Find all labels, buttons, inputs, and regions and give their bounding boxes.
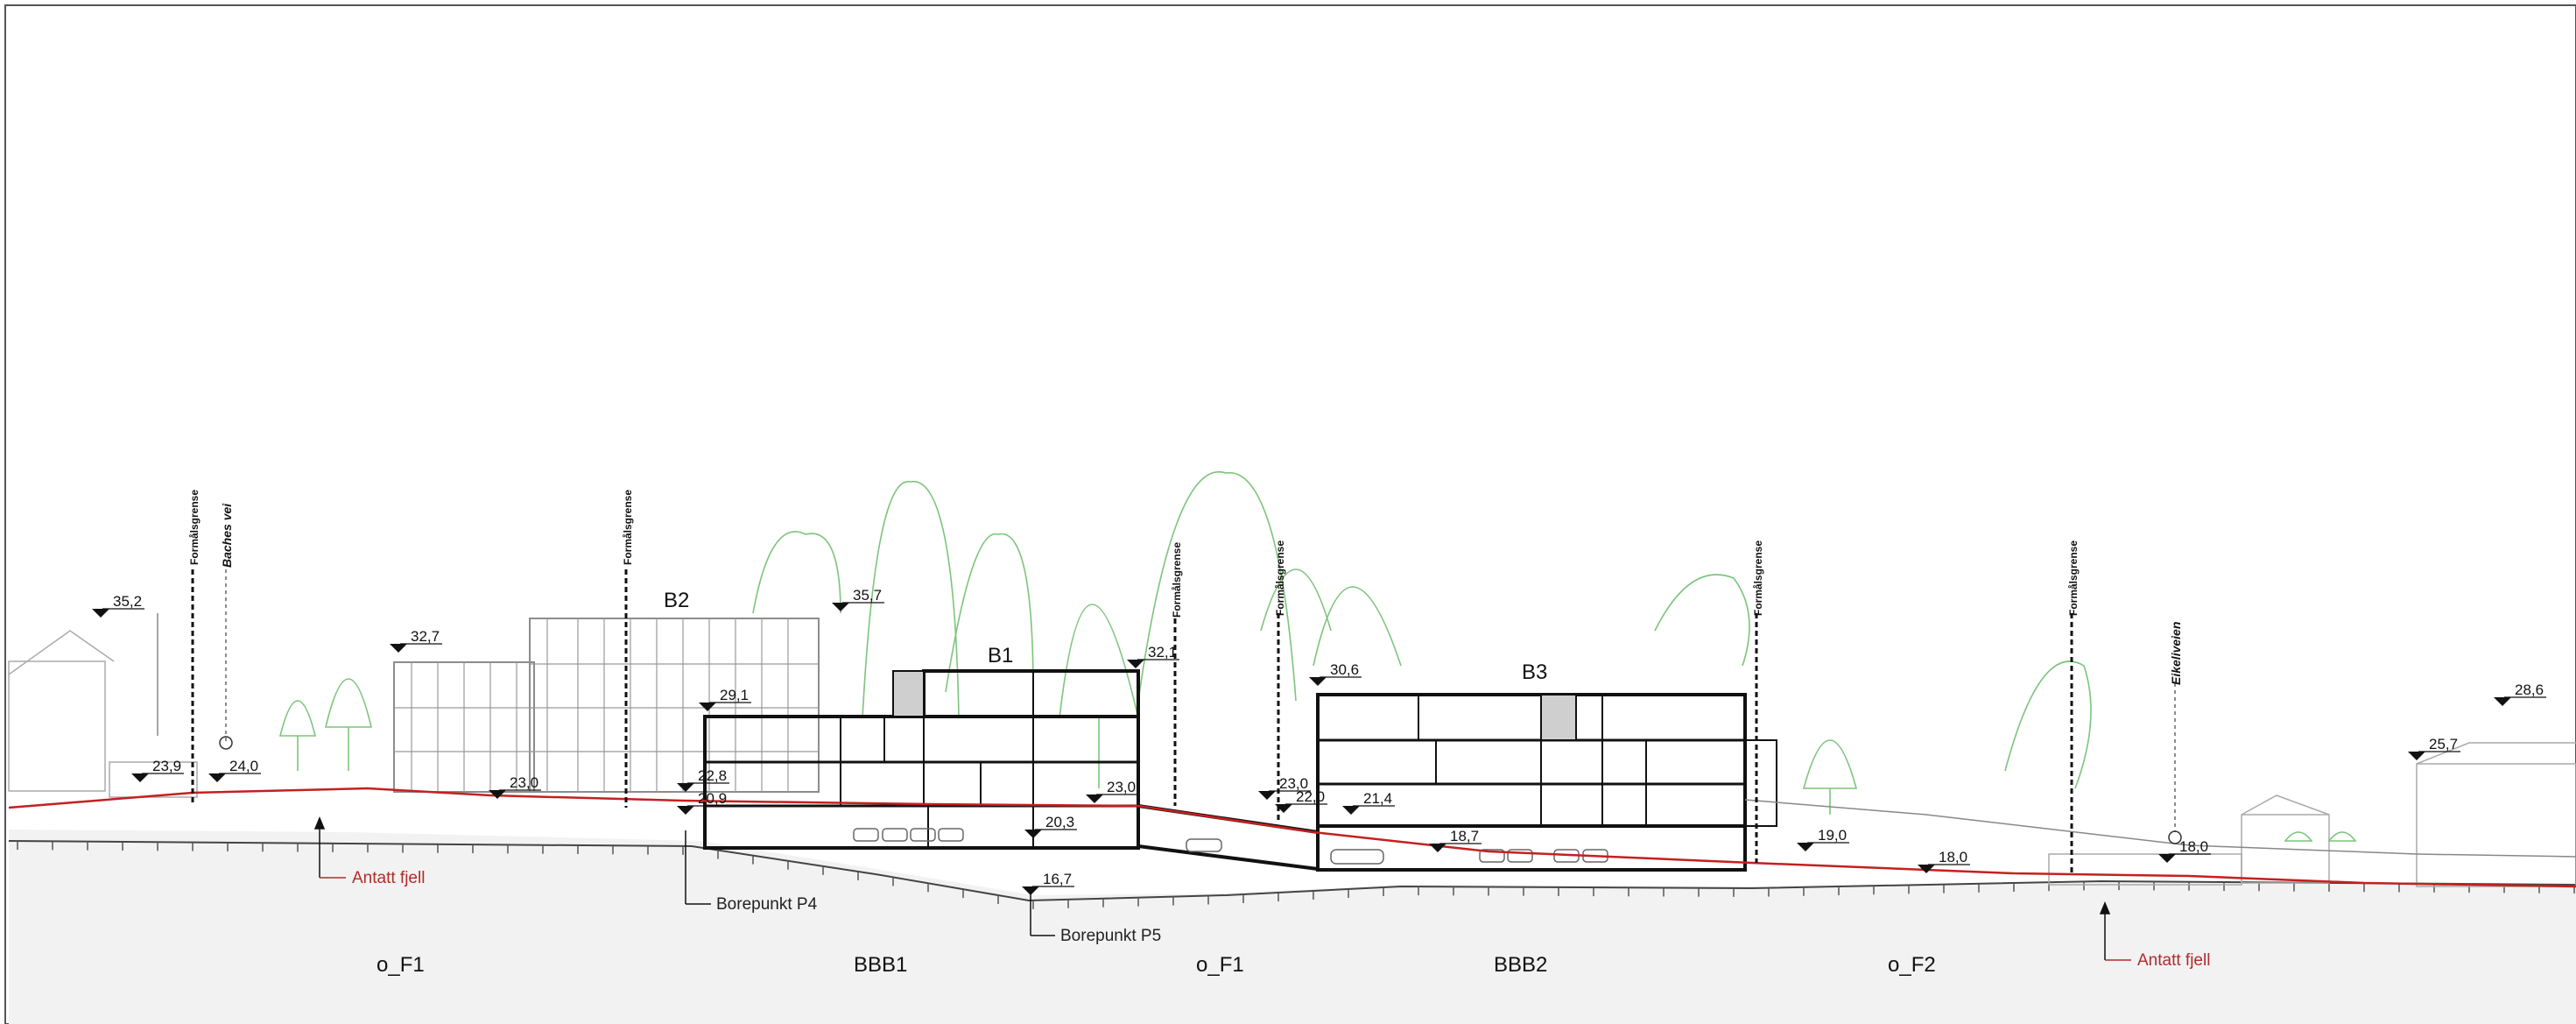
level-marker-triangle [2408, 752, 2425, 760]
borepunkt-p4-label: Borepunkt P4 [716, 895, 818, 914]
boundary-label: Formålsgrense [2067, 540, 2080, 616]
level-marker-label: 22,8 [698, 767, 727, 784]
boundary-label: Formålsgrense [622, 490, 634, 565]
level-marker-triangle [1127, 660, 1144, 668]
background-buildings-right [2048, 742, 2576, 887]
boundary-lines [191, 569, 2073, 874]
level-marker-label: 32,7 [411, 628, 440, 645]
level-marker-triangle [1275, 804, 1292, 813]
level-marker-triangle [1918, 865, 1935, 873]
level-marker-label: 22,0 [1296, 788, 1325, 805]
rock-line [8, 840, 2576, 902]
level-marker-triangle [2158, 854, 2176, 863]
level-marker-triangle [1024, 830, 1042, 838]
level-marker-label: 23,0 [1279, 775, 1308, 792]
level-marker-label: 28,6 [2515, 681, 2544, 698]
zone-label: o_F1 [377, 953, 425, 977]
level-marker-triangle [131, 773, 149, 782]
road-label-baches: Baches vei [220, 503, 234, 568]
level-marker-label: 20,3 [1045, 814, 1074, 830]
building-b2-elevation [393, 618, 820, 793]
level-marker-triangle [2494, 697, 2511, 706]
road-marker-baches [219, 736, 233, 750]
level-marker-label: 23,0 [1107, 779, 1136, 795]
level-marker-label: 21,4 [1363, 790, 1392, 807]
level-marker-label: 20,9 [698, 790, 727, 807]
level-marker-label: 24,0 [229, 758, 258, 774]
ground-line [1744, 799, 2576, 858]
level-marker-triangle [1342, 806, 1360, 815]
level-marker-label: 18,0 [1939, 849, 1967, 865]
level-markers: 35,2 32,7 23,9 24,0 23,0 29,1 22,8 20,9 35,7 20,3… [92, 587, 2546, 895]
level-marker-triangle [699, 703, 716, 711]
zone-label: o_F2 [1888, 953, 1936, 977]
level-marker-triangle [489, 790, 506, 799]
boundary-label: Formålsgrense [1171, 542, 1183, 618]
level-marker-triangle [208, 773, 226, 782]
level-marker-triangle [1258, 791, 1276, 800]
level-marker-label: 16,7 [1043, 871, 1072, 887]
borepunkt-p5-label: Borepunkt P5 [1060, 927, 1161, 945]
building-b1-section [703, 669, 1140, 850]
antatt-fjell-left-marker [313, 816, 346, 879]
level-marker-label: 32,1 [1148, 644, 1177, 660]
zone-label: o_F1 [1196, 953, 1244, 977]
level-marker-label: 30,6 [1330, 661, 1359, 678]
building-label-b1: B1 [988, 644, 1013, 667]
level-marker-triangle [1309, 677, 1327, 686]
level-marker-triangle [1429, 844, 1446, 852]
level-marker-label: 35,2 [113, 593, 142, 610]
antatt-fjell-right-label: Antatt fjell [2137, 951, 2210, 970]
background-buildings-left [8, 613, 198, 798]
existing-terrain-line [8, 787, 2576, 888]
level-marker-triangle [1022, 886, 1039, 895]
rock-hatch [17, 841, 2575, 909]
drawing-frame [4, 4, 2576, 1024]
level-marker-triangle [92, 609, 109, 618]
antatt-fjell-left-label: Antatt fjell [352, 869, 425, 887]
ramp [1137, 804, 1319, 871]
ground-fill [9, 830, 2576, 1024]
zone-label: BBB1 [854, 953, 907, 977]
road-centerlines [225, 569, 2176, 832]
level-marker-label: 18,7 [1450, 828, 1479, 844]
level-marker-label: 18,0 [2179, 838, 2208, 855]
antatt-fjell-right-marker [2099, 901, 2131, 961]
level-marker-triangle [677, 806, 694, 815]
road-marker-eikeliveien [2168, 830, 2182, 844]
level-marker-label: 23,9 [152, 758, 181, 774]
level-marker-label: 25,7 [2429, 736, 2458, 752]
borepunkt-p5-marker [1030, 892, 1055, 936]
level-marker-label: 23,0 [510, 774, 538, 791]
boundary-label: Formålsgrense [1752, 540, 1764, 616]
level-marker-label: 35,7 [853, 587, 882, 604]
level-marker-triangle [390, 644, 407, 653]
level-marker-triangle [1086, 794, 1103, 803]
trees [278, 470, 2357, 842]
level-marker-triangle [677, 783, 694, 792]
level-marker-triangle [1797, 843, 1814, 851]
road-label-eikeliveien: Eikeliveien [2169, 622, 2183, 685]
building-label-b2: B2 [664, 589, 689, 612]
level-marker-label: 19,0 [1818, 827, 1847, 844]
zone-label: BBB2 [1494, 953, 1547, 977]
building-b3-section [1316, 693, 1777, 872]
boundary-label: Formålsgrense [188, 490, 201, 565]
building-label-b3: B3 [1522, 660, 1547, 684]
level-marker-triangle [832, 603, 849, 611]
boundary-label: Formålsgrense [1274, 540, 1286, 616]
level-marker-label: 29,1 [720, 687, 749, 703]
borepunkt-p4-marker [685, 830, 711, 905]
